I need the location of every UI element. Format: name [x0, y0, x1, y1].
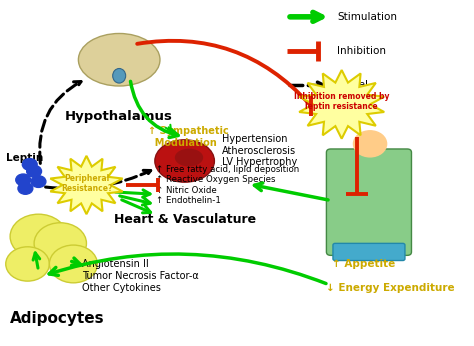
- Circle shape: [27, 165, 42, 177]
- Text: ↑ Sympathetic
  Modulation: ↑ Sympathetic Modulation: [147, 126, 228, 148]
- Circle shape: [31, 176, 46, 188]
- Text: Adipocytes: Adipocytes: [10, 311, 105, 326]
- Text: Travel: Travel: [337, 81, 368, 90]
- Text: Peripheral
Resistance?: Peripheral Resistance?: [61, 174, 112, 193]
- Text: Hypertension
Atherosclerosis
LV Hypertrophy: Hypertension Atherosclerosis LV Hypertro…: [222, 134, 297, 167]
- Circle shape: [34, 223, 86, 264]
- FancyBboxPatch shape: [327, 149, 411, 255]
- Circle shape: [354, 131, 387, 157]
- Circle shape: [18, 183, 33, 194]
- Text: ↓ Energy Expenditure: ↓ Energy Expenditure: [327, 283, 455, 293]
- Ellipse shape: [155, 140, 214, 182]
- Ellipse shape: [78, 34, 160, 86]
- Text: Hypothalamus: Hypothalamus: [65, 110, 173, 123]
- Text: Heart & Vasculature: Heart & Vasculature: [114, 213, 255, 226]
- Text: Inhibition: Inhibition: [337, 46, 386, 56]
- Text: Leptin: Leptin: [6, 153, 43, 163]
- Polygon shape: [50, 156, 123, 214]
- Polygon shape: [299, 70, 384, 139]
- Ellipse shape: [175, 149, 203, 166]
- FancyBboxPatch shape: [333, 243, 405, 261]
- Text: Inhibition removed by
leptin resistance: Inhibition removed by leptin resistance: [294, 92, 390, 111]
- Text: ↑ Appetite: ↑ Appetite: [332, 259, 395, 269]
- Circle shape: [49, 245, 97, 283]
- Ellipse shape: [113, 69, 126, 83]
- Circle shape: [10, 214, 67, 259]
- Text: Stimulation: Stimulation: [337, 12, 397, 22]
- Circle shape: [16, 174, 31, 186]
- Text: ↑ Free fatty acid, lipid deposition
↑ Reactive Oxygen Species
↑ Nitric Oxide
↑ E: ↑ Free fatty acid, lipid deposition ↑ Re…: [156, 165, 300, 205]
- Text: Angiotensin II
Tumor Necrosis Factor-α
Other Cytokines: Angiotensin II Tumor Necrosis Factor-α O…: [82, 260, 199, 293]
- Circle shape: [6, 247, 49, 281]
- Circle shape: [22, 158, 37, 170]
